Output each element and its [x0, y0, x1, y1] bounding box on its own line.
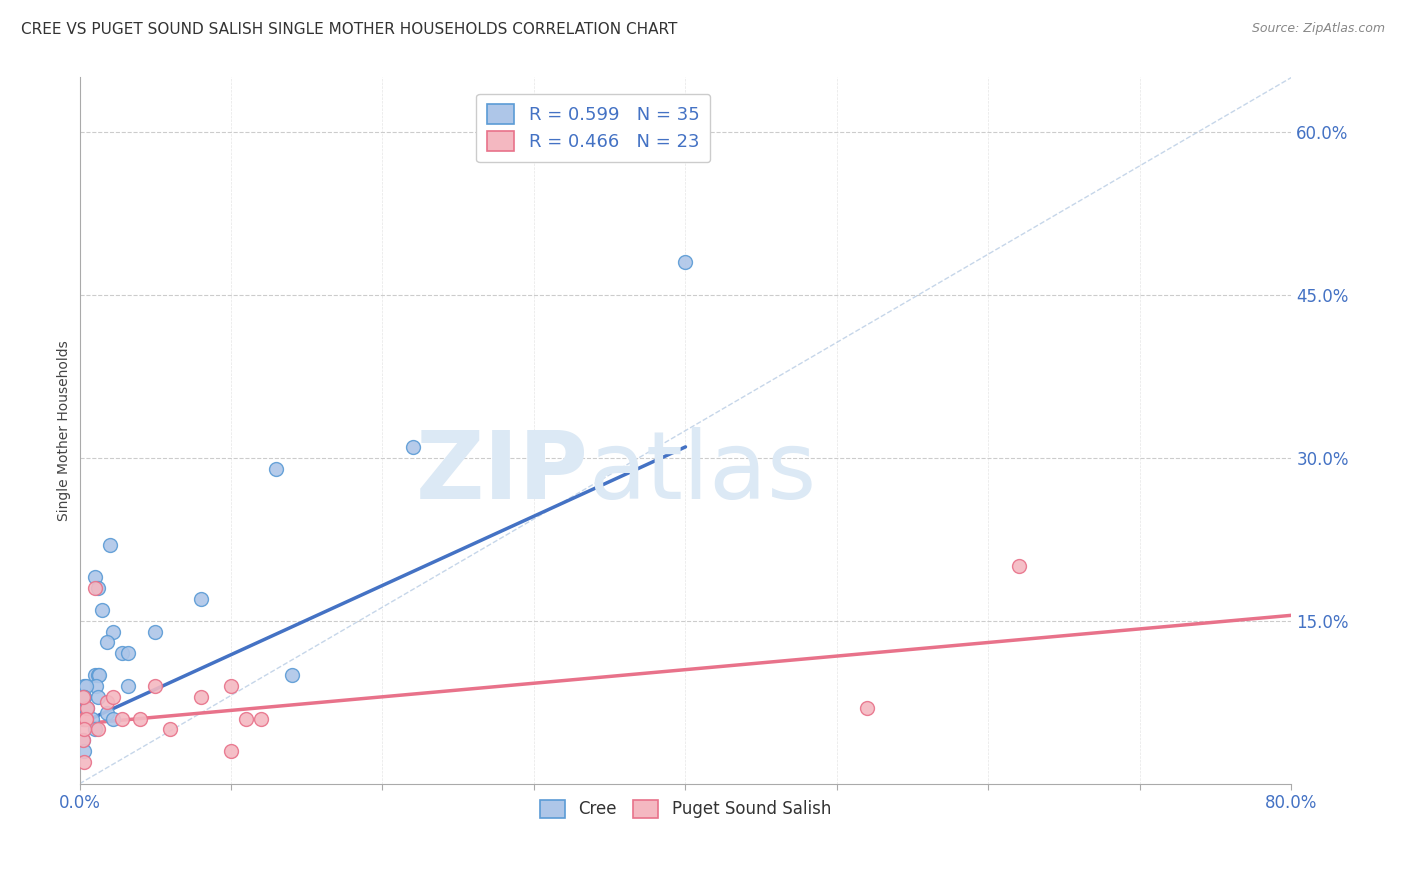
Point	[75, 712, 97, 726]
Point	[73, 679, 96, 693]
Text: ZIP: ZIP	[416, 427, 589, 519]
Point	[86, 723, 108, 737]
Point	[76, 700, 98, 714]
Point	[72, 733, 94, 747]
Point	[86, 581, 108, 595]
Point	[129, 712, 152, 726]
Point	[101, 712, 124, 726]
Point	[72, 712, 94, 726]
Point	[89, 668, 111, 682]
Point	[96, 695, 118, 709]
Point	[91, 603, 114, 617]
Point	[96, 706, 118, 720]
Point	[73, 712, 96, 726]
Point	[73, 712, 96, 726]
Point	[83, 581, 105, 595]
Point	[117, 679, 139, 693]
Point	[80, 712, 103, 726]
Y-axis label: Single Mother Households: Single Mother Households	[58, 340, 72, 521]
Point	[76, 700, 98, 714]
Point	[280, 668, 302, 682]
Point	[190, 690, 212, 704]
Point	[72, 733, 94, 747]
Point	[73, 690, 96, 704]
Point	[219, 679, 242, 693]
Point	[111, 646, 134, 660]
Point	[86, 690, 108, 704]
Point	[402, 440, 425, 454]
Point	[73, 723, 96, 737]
Point	[143, 624, 166, 639]
Point	[101, 690, 124, 704]
Point	[75, 712, 97, 726]
Point	[117, 646, 139, 660]
Point	[101, 624, 124, 639]
Point	[219, 744, 242, 758]
Text: CREE VS PUGET SOUND SALISH SINGLE MOTHER HOUSEHOLDS CORRELATION CHART: CREE VS PUGET SOUND SALISH SINGLE MOTHER…	[21, 22, 678, 37]
Point	[675, 255, 697, 269]
Point	[83, 668, 105, 682]
Point	[73, 690, 96, 704]
Point	[73, 755, 96, 769]
Point	[190, 592, 212, 607]
Point	[75, 679, 97, 693]
Point	[143, 679, 166, 693]
Point	[84, 679, 107, 693]
Point	[75, 700, 97, 714]
Legend: Cree, Puget Sound Salish: Cree, Puget Sound Salish	[533, 793, 838, 825]
Point	[1008, 559, 1031, 574]
Point	[856, 700, 879, 714]
Point	[73, 744, 96, 758]
Point	[83, 570, 105, 584]
Point	[83, 723, 105, 737]
Point	[266, 461, 288, 475]
Point	[235, 712, 257, 726]
Point	[72, 690, 94, 704]
Point	[72, 690, 94, 704]
Point	[86, 668, 108, 682]
Point	[98, 538, 121, 552]
Point	[96, 635, 118, 649]
Point	[159, 723, 181, 737]
Point	[250, 712, 273, 726]
Text: atlas: atlas	[589, 427, 817, 519]
Text: Source: ZipAtlas.com: Source: ZipAtlas.com	[1251, 22, 1385, 36]
Point	[111, 712, 134, 726]
